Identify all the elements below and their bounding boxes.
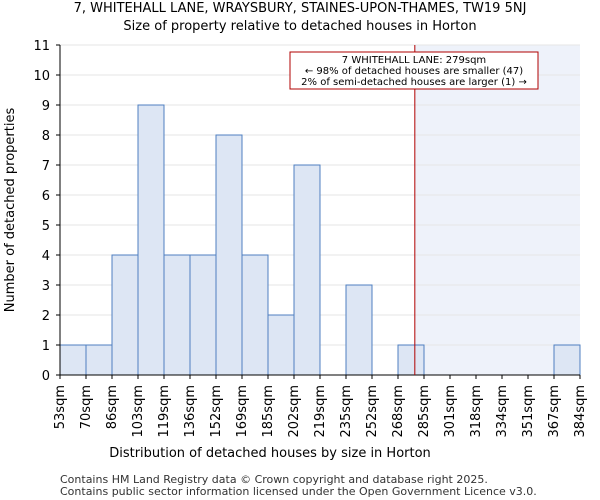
x-tick-label-18: 351sqm [521,385,536,438]
x-tick-label-0: 53sqm [53,385,68,429]
x-tick-label-12: 252sqm [365,385,380,438]
bar-152sqm [215,134,243,376]
x-tick-label-14: 285sqm [417,385,432,438]
y-tick-label-3: 3 [42,279,50,294]
bar-268sqm [397,344,425,376]
bar-70sqm [85,344,113,376]
x-tick-label-11: 235sqm [339,385,354,438]
y-tick-label-9: 9 [42,99,50,114]
x-tick-label-6: 152sqm [209,385,224,438]
x-axis-label: Distribution of detached houses by size … [109,446,431,461]
y-tick-label-4: 4 [42,249,50,264]
footer-line-1: Contains HM Land Registry data © Crown c… [60,473,488,486]
annotation-line-3: 2% of semi-detached houses are larger (1… [301,77,527,88]
y-axis-label: Number of detached properties [3,108,18,313]
x-tick-label-16: 318sqm [469,385,484,438]
chart-title: 7, WHITEHALL LANE, WRAYSBURY, STAINES-UP… [74,1,527,16]
y-tick-label-10: 10 [33,69,50,84]
bar-185sqm [267,314,295,376]
bar-119sqm [163,254,191,376]
y-tick-label-0: 0 [42,369,50,384]
x-tick-label-20: 384sqm [573,385,588,438]
y-tick-label-1: 1 [42,339,50,354]
x-tick-label-13: 268sqm [391,385,406,438]
bar-86sqm [111,254,139,376]
bar-169sqm [241,254,269,376]
annotation-line-2: ← 98% of detached houses are smaller (47… [305,66,523,77]
x-tick-label-8: 185sqm [261,385,276,438]
x-tick-label-5: 136sqm [183,385,198,438]
x-tick-label-3: 103sqm [131,385,146,438]
x-tick-label-9: 202sqm [287,385,302,438]
bar-202sqm [293,164,321,376]
bar-136sqm [189,254,217,376]
y-tick-label-6: 6 [42,189,50,204]
x-tick-label-19: 367sqm [547,385,562,438]
bar-103sqm [137,104,165,376]
bar-53sqm [59,344,87,376]
annotation-box [289,51,539,90]
x-tick-label-7: 169sqm [235,385,250,438]
x-tick-label-10: 219sqm [313,385,328,438]
annotation-line-1: 7 WHITEHALL LANE: 279sqm [342,55,486,66]
y-tick-label-7: 7 [42,159,50,174]
bar-235sqm [345,284,373,376]
x-tick-label-17: 334sqm [495,385,510,438]
chart-subtitle: Size of property relative to detached ho… [123,19,476,34]
x-tick-label-4: 119sqm [157,385,172,438]
x-tick-label-2: 86sqm [105,385,120,429]
footer-line-2: Contains public sector information licen… [60,485,537,498]
larger-region-shade [414,45,580,375]
y-tick-label-2: 2 [42,309,50,324]
x-tick-label-1: 70sqm [79,385,94,429]
bar-367sqm [553,344,581,376]
y-tick-label-11: 11 [33,39,50,54]
x-tick-label-15: 301sqm [443,385,458,438]
y-tick-label-8: 8 [42,129,50,144]
plot-area: 0 1 2 3 4 5 6 7 8 9 10 11 53sqm 70sqm 86sqm 103sqm 119sq… [33,39,588,438]
y-tick-label-5: 5 [42,219,50,234]
